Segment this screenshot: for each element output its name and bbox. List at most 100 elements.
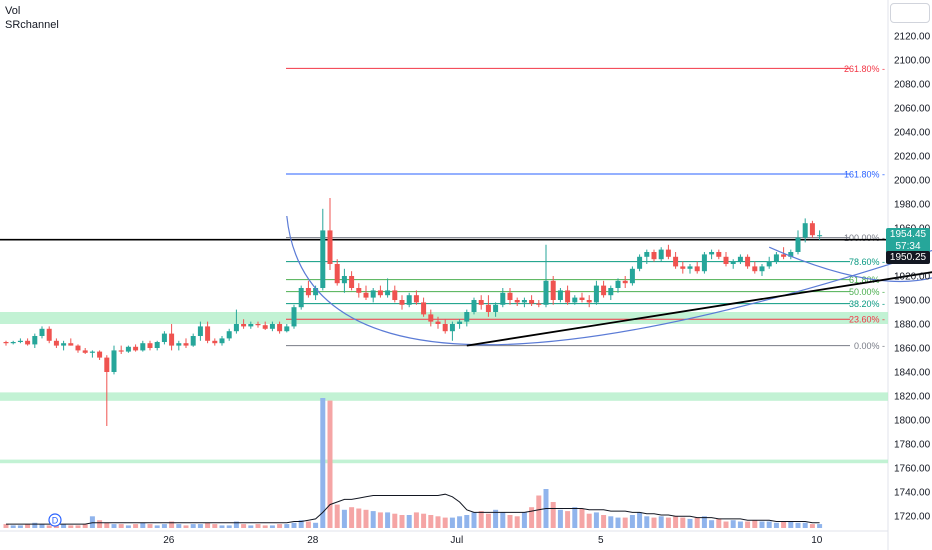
candle-body	[579, 297, 585, 300]
sr-zone-0[interactable]	[0, 312, 888, 324]
volume-bar	[737, 521, 743, 528]
volume-bar	[485, 513, 491, 528]
dividend-marker-icon[interactable]	[48, 513, 62, 527]
volume-bar	[680, 517, 686, 528]
candle-body	[313, 288, 319, 296]
volume-bar	[608, 516, 614, 528]
fib-level-label-7: 161.80% -	[844, 170, 885, 180]
volume-bar	[579, 508, 585, 528]
last-price-value: 1954.45	[889, 229, 927, 240]
candle-body	[709, 252, 715, 255]
volume-bar	[651, 517, 657, 528]
price-axis-tick: 1980.00	[894, 200, 931, 211]
candle-body	[349, 276, 355, 288]
volume-bar	[269, 525, 275, 528]
indicator-label-vol[interactable]: Vol	[5, 5, 21, 17]
candle-body	[197, 326, 203, 336]
sr-zone-1[interactable]	[0, 392, 888, 401]
volume-bar	[745, 521, 751, 528]
volume-bar	[457, 516, 463, 528]
volume-bar	[694, 517, 700, 528]
candle-body	[219, 338, 225, 344]
candle-body	[586, 300, 592, 303]
candle-body	[133, 346, 139, 351]
volume-ma-line	[6, 493, 820, 525]
chart-settings-button[interactable]	[890, 3, 930, 23]
candle-body	[61, 343, 67, 346]
candle-body	[82, 350, 88, 353]
candle-body	[773, 254, 779, 262]
volume-bar	[673, 516, 679, 528]
trendline[interactable]	[466, 222, 932, 347]
volume-bar	[133, 524, 139, 528]
volume-bar	[471, 512, 477, 528]
volume-bar	[449, 517, 455, 528]
volume-bar	[118, 524, 124, 528]
indicator-label-srchannel[interactable]: SRchannel	[5, 19, 59, 31]
candle-body	[327, 230, 333, 264]
volume-bar	[730, 520, 736, 528]
volume-bar	[557, 509, 563, 528]
candle-body	[161, 333, 167, 342]
candle-body	[291, 307, 297, 327]
volume-bar	[817, 524, 823, 528]
candle-body	[637, 256, 643, 269]
candle-body	[608, 288, 614, 296]
candle-body	[32, 336, 38, 345]
candle-body	[140, 343, 146, 351]
candle-body	[356, 288, 362, 293]
candle-body	[183, 343, 189, 346]
candle-body	[298, 288, 304, 308]
volume-bar	[255, 524, 261, 528]
volume-bar	[233, 521, 239, 528]
candle-body	[176, 343, 182, 346]
candle-body	[565, 290, 571, 303]
price-axis-tick: 2040.00	[894, 128, 931, 139]
candle-body	[795, 237, 801, 252]
candle-body	[471, 300, 477, 312]
candle-body	[615, 280, 621, 288]
volume-bar	[241, 524, 247, 528]
fib-level-label-0: 0.00% -	[854, 341, 885, 351]
price-axis-tick: 1920.00	[894, 272, 931, 283]
candle-body	[802, 223, 808, 238]
candle-body	[3, 342, 9, 344]
volume-bar	[392, 513, 398, 528]
candle-body	[593, 285, 599, 303]
volume-bar	[493, 509, 499, 528]
price-axis-tick: 1740.00	[894, 488, 931, 499]
volume-bar	[413, 512, 419, 528]
sr-zone-2[interactable]	[0, 459, 888, 464]
volume-bar	[529, 507, 535, 528]
volume-bar	[219, 525, 225, 528]
arc-drawing-0[interactable]	[286, 215, 932, 346]
volume-bar	[169, 521, 175, 528]
volume-bar	[629, 515, 635, 528]
volume-bar	[147, 524, 153, 528]
price-axis-tick: 1900.00	[894, 296, 931, 307]
candle-body	[687, 266, 693, 269]
volume-bar	[140, 522, 146, 528]
arc-drawing-1[interactable]	[768, 246, 932, 283]
volume-bar	[262, 525, 268, 528]
candle-body	[658, 249, 664, 260]
candle-body	[428, 314, 434, 322]
candle-body	[385, 290, 391, 296]
volume-bar	[586, 513, 592, 528]
time-axis-tick: 10	[811, 535, 823, 546]
candle-body	[89, 351, 95, 353]
candle-body	[392, 290, 398, 300]
volume-bar	[320, 398, 326, 528]
candle-body	[629, 268, 635, 284]
volume-bar	[773, 522, 779, 528]
candle-body	[557, 290, 563, 300]
price-axis-tick: 2000.00	[894, 176, 931, 187]
candle-body	[205, 326, 211, 341]
candle-body	[305, 288, 311, 296]
volume-bar	[723, 521, 729, 528]
price-axis-tick: 1880.00	[894, 320, 931, 331]
volume-bar	[593, 512, 599, 528]
candle-body	[449, 324, 455, 332]
